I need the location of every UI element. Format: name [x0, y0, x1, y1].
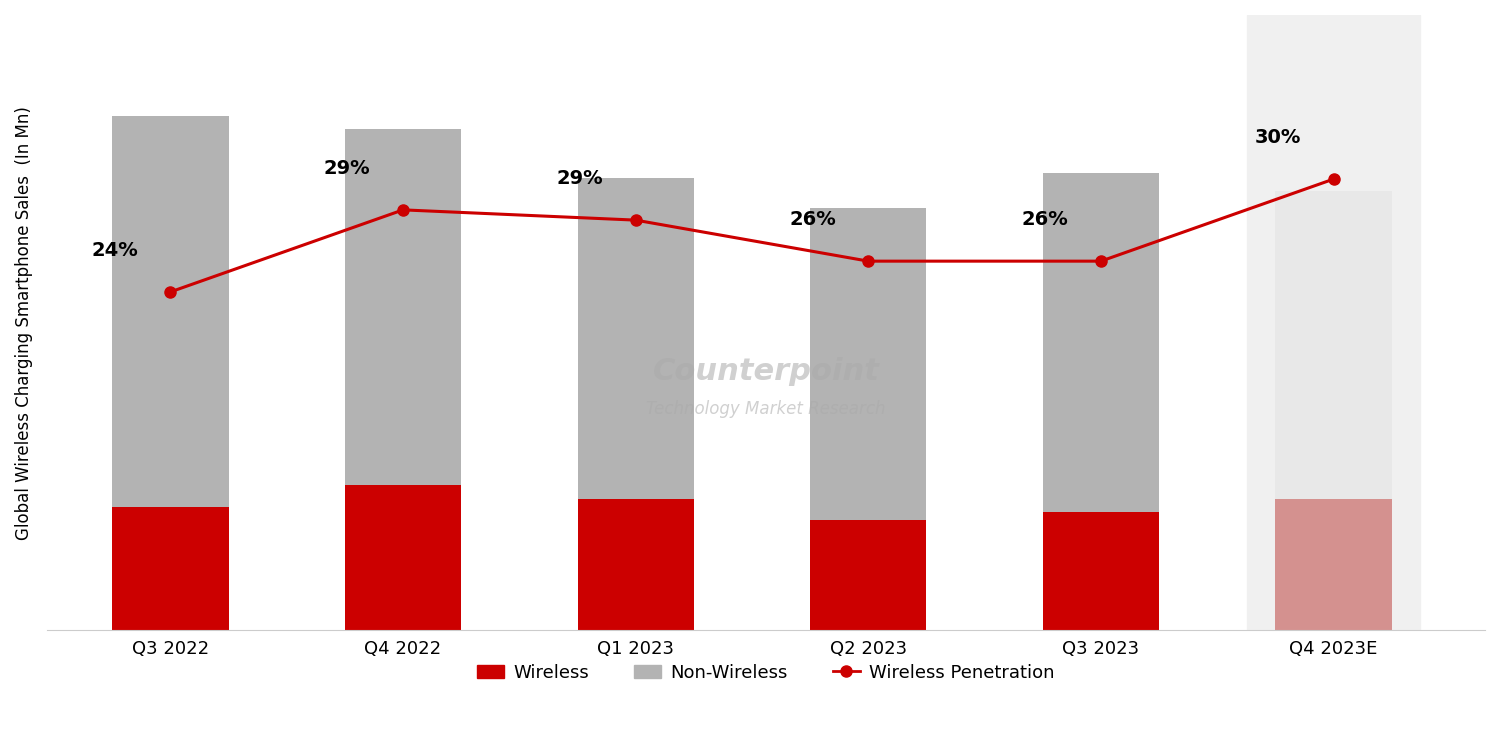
Bar [345, 129, 460, 485]
Bar [578, 178, 694, 498]
Text: 26%: 26% [789, 211, 836, 229]
Bar [578, 498, 694, 630]
Bar [810, 208, 927, 521]
Bar [1275, 190, 1392, 498]
Text: Technology Market Research: Technology Market Research [646, 400, 885, 418]
Y-axis label: Global Wireless Charging Smartphone Sales  (In Mn): Global Wireless Charging Smartphone Sale… [15, 106, 33, 539]
Text: Counterpoint: Counterpoint [652, 357, 879, 386]
Bar [112, 507, 228, 630]
Bar [112, 116, 228, 507]
Text: 29%: 29% [556, 169, 603, 188]
Text: 30%: 30% [1254, 128, 1300, 147]
Bar [1275, 498, 1392, 630]
Bar [345, 485, 460, 630]
Text: 26%: 26% [1022, 211, 1068, 229]
Bar [1248, 15, 1419, 630]
Text: 24%: 24% [92, 241, 138, 260]
Text: 29%: 29% [324, 159, 370, 178]
Bar [1042, 512, 1160, 630]
Bar [1042, 173, 1160, 512]
Legend: Wireless, Non-Wireless, Wireless Penetration: Wireless, Non-Wireless, Wireless Penetra… [470, 657, 1062, 689]
Bar [810, 521, 927, 630]
